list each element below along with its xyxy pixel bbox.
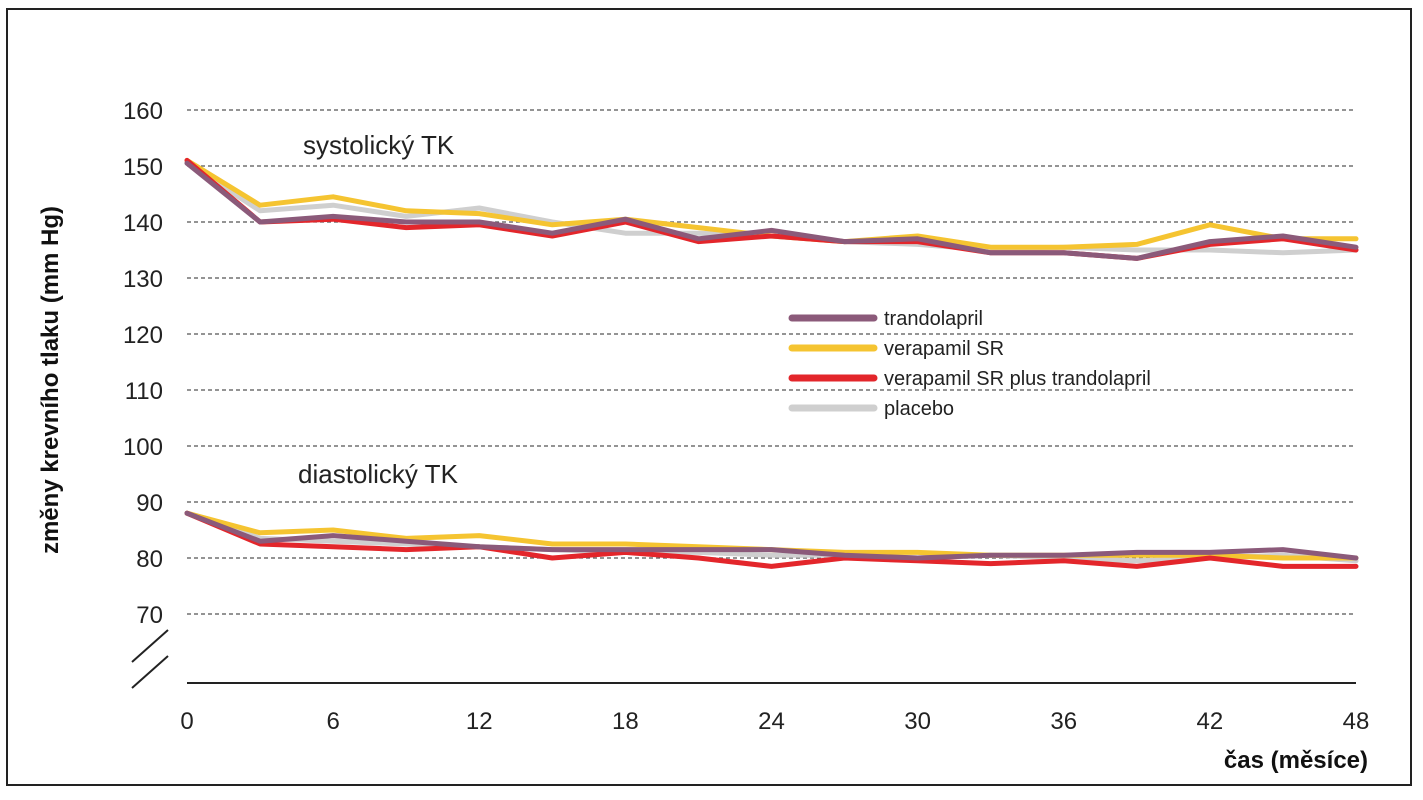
x-tick-label: 6 — [326, 708, 339, 735]
series-lines — [184, 157, 1359, 569]
y-tick-label: 100 — [123, 434, 163, 461]
series-line-diastolic-verapamil-sr-plus-trandolapril — [184, 510, 1359, 569]
x-tick-label: 30 — [904, 708, 931, 735]
x-tick-label: 36 — [1050, 708, 1077, 735]
x-tick-label: 48 — [1343, 708, 1370, 735]
y-tick-label: 140 — [123, 210, 163, 237]
y-axis-ticks: 70 80 90 100 110 120 130 140 150 160 — [123, 98, 163, 629]
x-axis-title: čas (měsíce) — [1224, 747, 1368, 774]
series-line-diastolic-trandolapril — [184, 510, 1359, 561]
chart-frame — [6, 8, 1412, 786]
series-line-systolic-placebo — [184, 160, 1359, 256]
x-tick-label: 0 — [180, 708, 193, 735]
y-tick-label: 160 — [123, 98, 163, 125]
axis-break-mark — [131, 629, 169, 689]
y-axis-title: změny krevního tlaku (mm Hg) — [37, 206, 64, 554]
x-axis-ticks: 0 6 12 18 24 30 36 42 48 — [180, 708, 1369, 735]
x-tick-label: 42 — [1197, 708, 1224, 735]
legend-label: verapamil SR plus trandolapril — [884, 368, 1151, 390]
series-line-systolic-trandolapril — [184, 160, 1359, 261]
legend-label: placebo — [884, 398, 954, 420]
legend: trandolapril verapamil SR verapamil SR plu… — [788, 308, 1151, 420]
series-line-diastolic-placebo — [184, 510, 1359, 564]
x-tick-label: 24 — [758, 708, 785, 735]
y-tick-label: 90 — [136, 490, 163, 517]
y-tick-label: 150 — [123, 154, 163, 181]
y-tick-label: 70 — [136, 602, 163, 629]
y-tick-label: 110 — [125, 378, 163, 405]
x-tick-label: 12 — [466, 708, 493, 735]
annotation-diastolic: diastolický TK — [298, 459, 459, 489]
y-tick-label: 80 — [136, 546, 163, 573]
x-tick-label: 18 — [612, 708, 639, 735]
legend-label: trandolapril — [884, 308, 983, 330]
y-tick-label: 130 — [123, 266, 163, 293]
legend-label: verapamil SR — [884, 338, 1004, 360]
y-tick-label: 120 — [123, 322, 163, 349]
annotation-systolic: systolický TK — [303, 130, 455, 160]
